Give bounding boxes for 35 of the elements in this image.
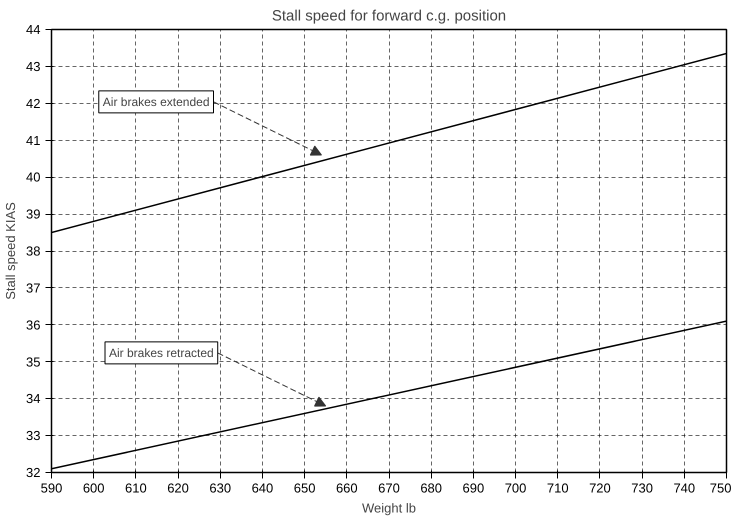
x-tick-label: 610 [125,480,147,496]
y-tick-label: 32 [26,465,41,480]
y-tick-label: 33 [26,428,41,444]
x-tick-label: 690 [462,480,484,496]
y-tick-label: 42 [26,96,41,111]
x-tick-label: 600 [82,480,105,496]
y-axis-title: Stall speed KIAS [3,202,18,300]
x-tick-label: 750 [710,480,731,496]
x-tick-label: 660 [336,480,358,496]
x-tick-label: 700 [504,480,526,496]
x-axis-title: Weight lb [362,500,416,516]
y-tick-label: 34 [26,391,41,406]
y-tick-label: 43 [26,58,41,74]
x-tick-label: 670 [378,480,400,496]
y-tick-label: 39 [26,206,41,222]
x-tick-label: 680 [420,480,442,496]
x-tick-label: 590 [40,480,62,496]
y-tick-label: 36 [26,317,41,332]
x-tick-label: 710 [546,480,569,496]
x-tick-label: 630 [209,480,232,496]
x-tick-label: 720 [589,480,611,496]
x-tick-label: 730 [631,480,653,496]
y-tick-label: 35 [26,354,41,370]
x-tick-label: 640 [252,480,274,496]
y-tick-label: 37 [26,280,41,296]
y-tick-label: 38 [26,244,41,258]
x-tick-label: 620 [167,480,189,496]
y-tick-label: 41 [26,132,41,148]
annotation: Air brakes retracted [109,346,214,360]
chart-title: Stall speed for forward c.g. position [272,8,506,24]
y-tick-label: 44 [26,22,41,37]
x-tick-label: 740 [673,480,696,496]
y-tick-label: 40 [26,170,41,185]
annotation: Air brakes extended [102,94,210,109]
x-tick-label: 650 [294,480,316,496]
